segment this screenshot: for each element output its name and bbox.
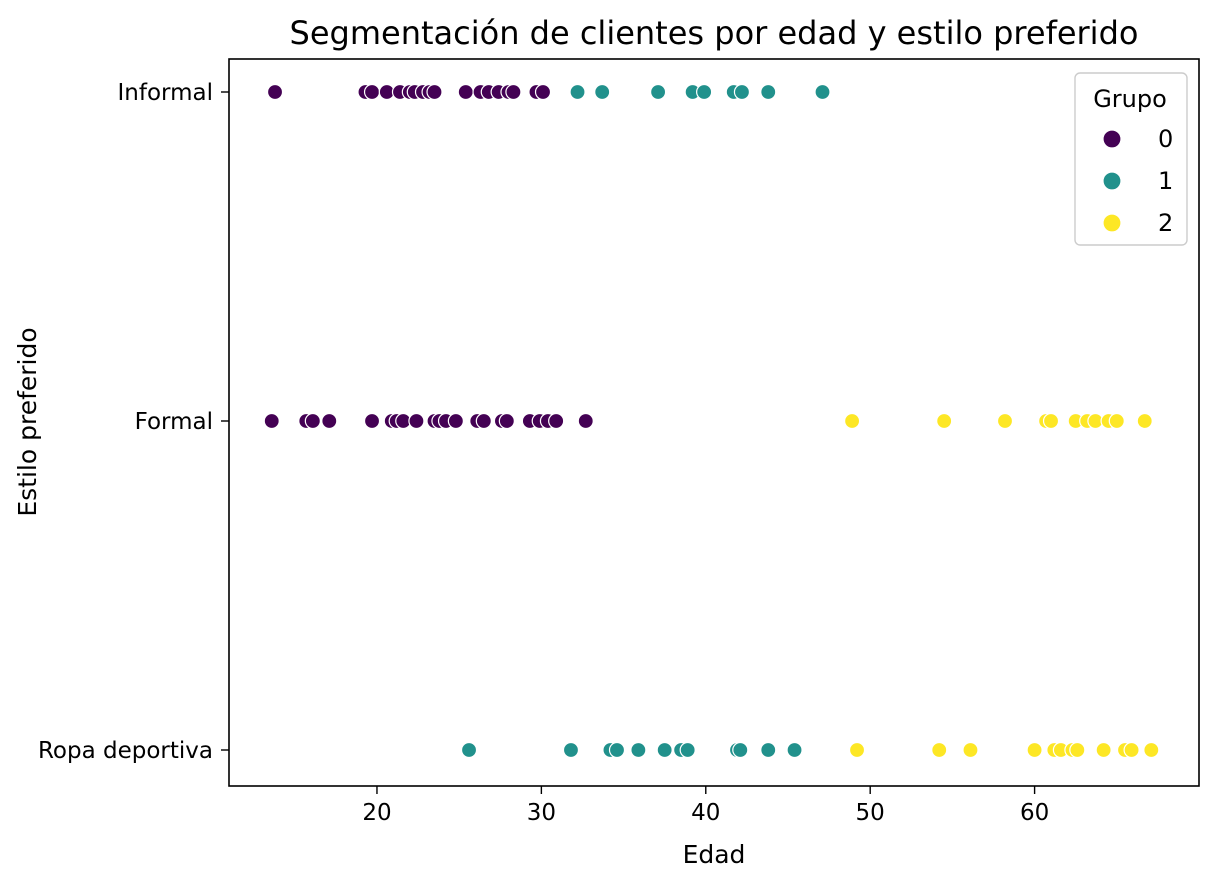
- scatter-point-group-2: [848, 741, 866, 759]
- scatter-point-group-0: [577, 412, 594, 430]
- legend: Grupo 0 1 2: [1074, 72, 1188, 246]
- scatter-point-group-2: [844, 412, 861, 430]
- legend-marker: [1102, 171, 1122, 191]
- scatter-point-group-1: [594, 83, 611, 101]
- points-layer: [263, 83, 1160, 759]
- scatter-point-group-0: [263, 412, 280, 430]
- scatter-point-group-2: [1123, 741, 1140, 759]
- scatter-point-group-2: [1069, 741, 1086, 759]
- x-tick-label: 40: [691, 800, 720, 826]
- scatter-point-group-0: [457, 83, 474, 101]
- y-axis-label: Estilo preferido: [13, 327, 42, 516]
- scatter-point-group-2: [931, 741, 948, 759]
- x-tick-label: 60: [1020, 800, 1049, 826]
- scatter-point-group-1: [679, 741, 696, 759]
- scatter-point-group-2: [962, 741, 979, 759]
- scatter-point-group-2: [936, 412, 953, 430]
- scatter-point-group-2: [1026, 741, 1043, 759]
- scatter-point-group-1: [630, 741, 647, 759]
- scatter-point-group-0: [408, 412, 425, 430]
- x-tick-label: 30: [527, 800, 556, 826]
- chart-title: Segmentación de clientes por edad y esti…: [290, 14, 1139, 52]
- scatter-point-group-1: [696, 83, 713, 101]
- legend-label: 2: [1158, 209, 1173, 237]
- scatter-point-group-1: [460, 741, 478, 759]
- scatter-point-group-1: [733, 83, 751, 101]
- scatter-point-group-0: [534, 83, 552, 101]
- scatter-point-group-1: [760, 741, 777, 759]
- legend-label: 1: [1158, 167, 1173, 195]
- scatter-point-group-0: [498, 412, 515, 430]
- legend-title: Grupo: [1093, 85, 1167, 113]
- legend-box: [1074, 72, 1188, 246]
- scatter-point-group-2: [1042, 412, 1060, 430]
- scatter-point-group-0: [363, 412, 381, 430]
- scatter-point-group-1: [656, 741, 673, 759]
- scatter-point-group-1: [608, 741, 626, 759]
- scatter-point-group-0: [475, 412, 492, 430]
- x-tick-label: 50: [856, 800, 885, 826]
- scatter-point-group-2: [1136, 412, 1153, 430]
- scatter-point-group-1: [732, 741, 749, 759]
- scatter-point-group-1: [569, 83, 586, 101]
- scatter-point-group-0: [363, 83, 381, 101]
- scatter-point-group-1: [562, 741, 580, 759]
- scatter-point-group-0: [548, 412, 565, 430]
- plot-area: [228, 58, 1200, 787]
- scatter-point-group-1: [760, 83, 777, 101]
- scatter-point-group-0: [321, 412, 338, 430]
- scatter-point-group-2: [1108, 412, 1125, 430]
- scatter-point-group-2: [1143, 741, 1160, 759]
- scatter-point-group-1: [814, 83, 831, 101]
- legend-label: 0: [1158, 125, 1173, 153]
- x-axis: 20 30 40 50 60: [362, 786, 1049, 826]
- scatter-point-group-2: [1095, 741, 1112, 759]
- x-axis-label: Edad: [683, 840, 746, 869]
- x-tick-label: 20: [362, 800, 391, 826]
- legend-marker: [1102, 213, 1122, 233]
- legend-marker: [1102, 129, 1122, 149]
- scatter-point-group-0: [304, 412, 321, 430]
- legend-entries: 0 1 2: [1102, 125, 1173, 237]
- scatter-point-group-0: [505, 83, 522, 101]
- scatter-point-group-1: [786, 741, 803, 759]
- scatter-point-group-0: [447, 412, 464, 430]
- scatter-point-group-1: [650, 83, 667, 101]
- y-tick-label: Informal: [118, 80, 213, 106]
- scatter-point-group-0: [426, 83, 443, 101]
- scatter-point-group-0: [266, 83, 284, 101]
- y-tick-label: Formal: [135, 409, 213, 435]
- y-tick-label: Ropa deportiva: [38, 738, 213, 764]
- y-axis: Informal Formal Ropa deportiva: [38, 80, 229, 764]
- plot-frame: [228, 58, 1200, 787]
- scatter-point-group-2: [996, 412, 1014, 430]
